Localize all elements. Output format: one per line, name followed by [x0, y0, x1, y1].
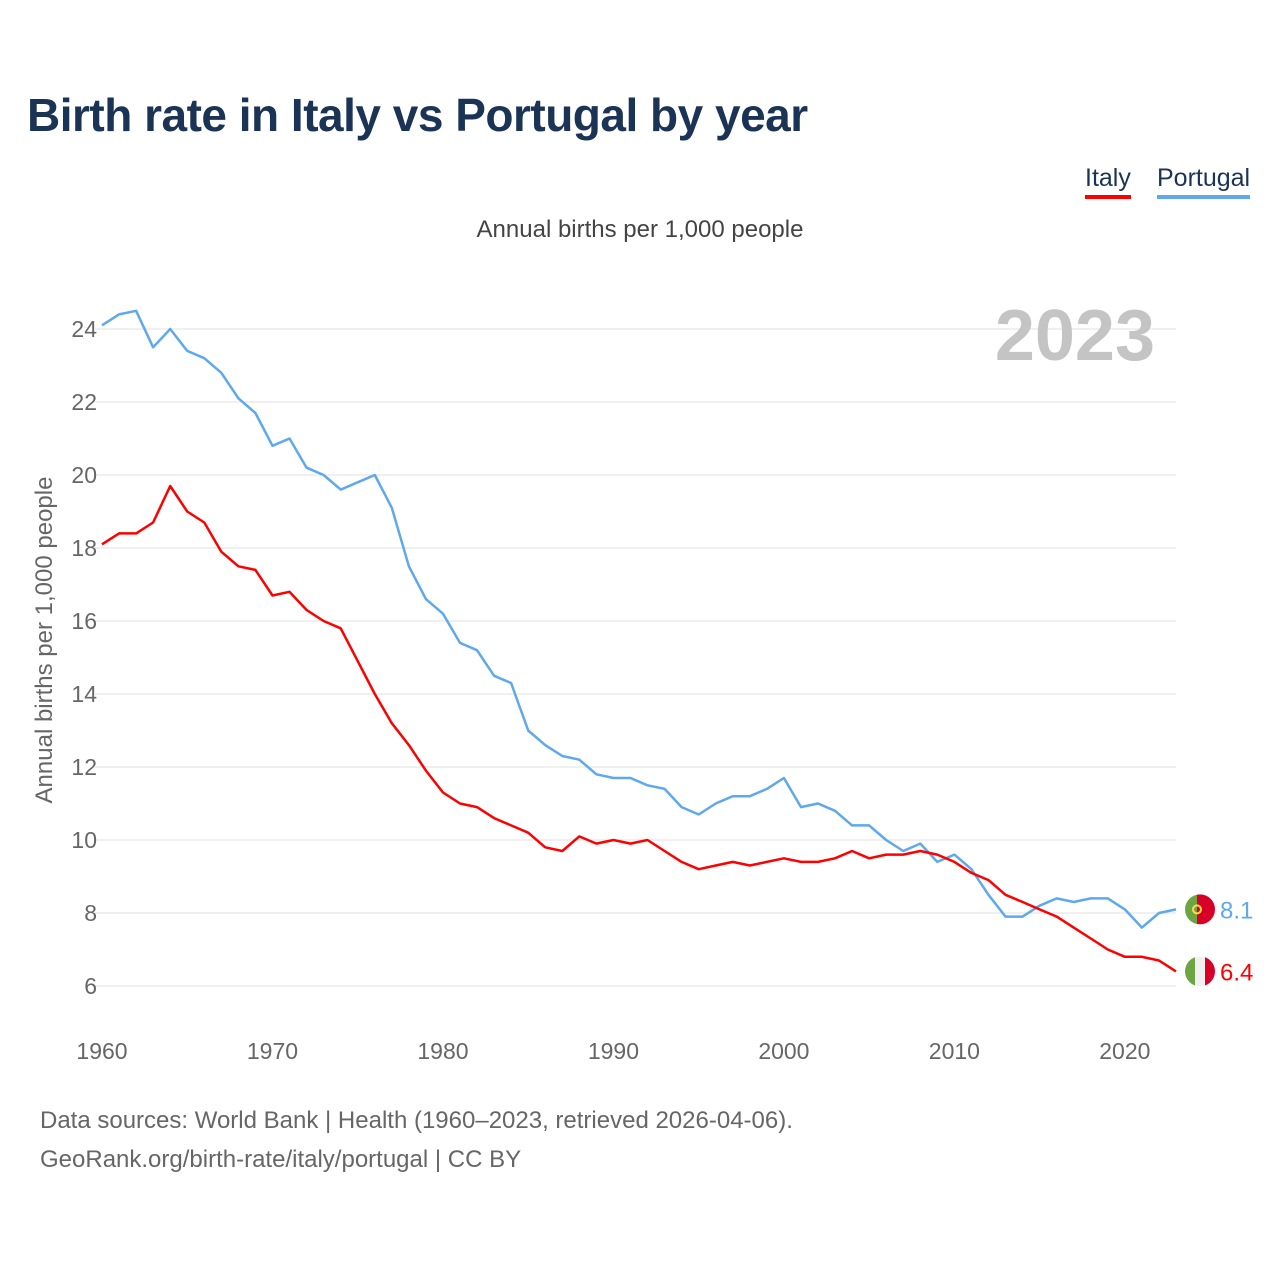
series-line-portugal [101, 309, 1177, 929]
year-watermark: 2023 [995, 296, 1155, 376]
end-value-label-portugal: 8.1 [1220, 897, 1253, 924]
chart-subtitle: Annual births per 1,000 people [476, 216, 804, 243]
italy-flag-icon [1185, 956, 1215, 987]
chart-title: Birth rate in Italy vs Portugal by year [27, 89, 808, 141]
credit-link[interactable]: GeoRank.org/birth-rate/italy/portugal | … [40, 1146, 522, 1173]
x-tick-label: 2020 [1099, 1038, 1150, 1064]
x-tick-label: 1970 [247, 1038, 298, 1064]
x-tick-label: 2010 [929, 1038, 980, 1064]
end-value-label-italy: 6.4 [1220, 959, 1253, 986]
x-tick-label: 2000 [758, 1038, 809, 1064]
series-line-italy [101, 484, 1177, 973]
y-axis-label: Annual births per 1,000 people [31, 477, 58, 804]
y-tick-label: 20 [71, 462, 97, 488]
portugal-flag-icon [1185, 894, 1215, 925]
y-tick-label: 22 [71, 389, 97, 415]
y-tick-label: 10 [71, 827, 97, 853]
y-tick-label: 18 [71, 535, 97, 561]
y-tick-label: 16 [71, 608, 97, 634]
y-tick-label: 12 [71, 754, 97, 780]
x-tick-label: 1990 [588, 1038, 639, 1064]
data-sources: Data sources: World Bank | Health (1960–… [40, 1107, 793, 1134]
legend-item-italy[interactable]: Italy [1085, 164, 1131, 199]
x-tick-label: 1960 [76, 1038, 127, 1064]
legend-item-portugal[interactable]: Portugal [1157, 164, 1251, 199]
y-tick-label: 6 [84, 973, 97, 999]
x-tick-label: 1980 [417, 1038, 468, 1064]
y-tick-label: 8 [84, 900, 97, 926]
y-tick-label: 14 [71, 681, 97, 707]
y-tick-label: 24 [71, 316, 97, 342]
